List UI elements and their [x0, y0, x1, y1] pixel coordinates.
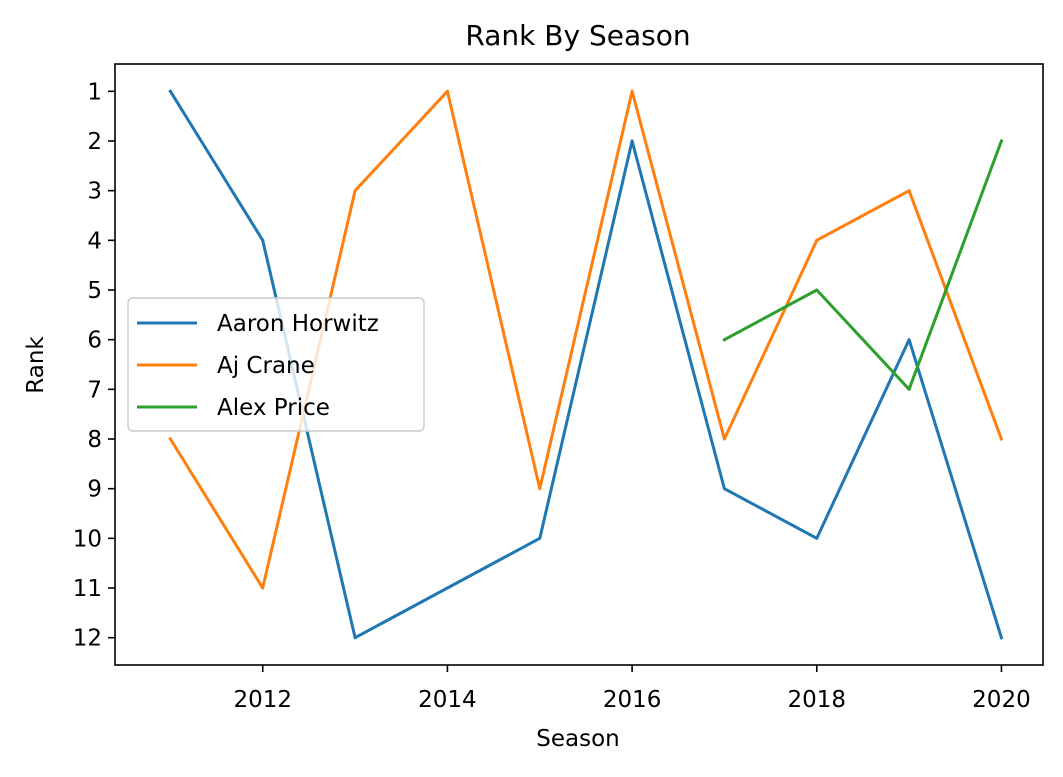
y-tick-label: 10	[73, 526, 102, 552]
x-tick-label: 2014	[418, 687, 477, 713]
x-tick-label: 2012	[233, 687, 292, 713]
plot-frame	[114, 63, 1044, 666]
y-tick-label: 5	[87, 278, 102, 304]
y-tick-label: 4	[87, 228, 102, 254]
series-0	[168, 89, 1004, 640]
legend-label: Alex Price	[217, 395, 330, 421]
data-point	[630, 139, 634, 143]
data-point	[907, 189, 911, 193]
y-tick-label: 1	[87, 79, 102, 105]
data-point	[815, 536, 819, 540]
legend-label: Aj Crane	[217, 353, 315, 379]
chart-title: Rank By Season	[465, 19, 690, 52]
legend-item: Aaron Horwitz	[137, 311, 379, 337]
x-tick-label: 2018	[787, 687, 846, 713]
data-point	[538, 536, 542, 540]
data-point	[815, 238, 819, 242]
x-tick-label: 2016	[603, 687, 662, 713]
data-point	[353, 636, 357, 640]
data-point	[722, 487, 726, 491]
y-tick-label: 6	[87, 328, 102, 354]
x-tick-label: 2020	[972, 687, 1031, 713]
data-point	[999, 139, 1003, 143]
data-point	[630, 89, 634, 93]
data-point	[261, 238, 265, 242]
data-point	[815, 288, 819, 292]
data-point	[722, 338, 726, 342]
data-point	[168, 89, 172, 93]
y-tick-label: 9	[87, 477, 102, 503]
data-point	[445, 586, 449, 590]
data-point	[538, 487, 542, 491]
data-point	[907, 338, 911, 342]
data-point	[353, 189, 357, 193]
series-2	[722, 139, 1004, 391]
data-point	[907, 387, 911, 391]
y-tick-label: 8	[87, 427, 102, 453]
data-point	[999, 636, 1003, 640]
data-point	[168, 437, 172, 441]
y-tick-label: 12	[73, 626, 102, 652]
y-axis-label: Rank	[23, 336, 49, 394]
y-tick-label: 2	[87, 129, 102, 155]
legend: Aaron Horwitz Aj Crane Alex Price	[127, 297, 425, 432]
legend-item: Alex Price	[137, 395, 330, 421]
legend-box	[127, 297, 425, 432]
data-point	[445, 89, 449, 93]
data-point	[261, 586, 265, 590]
data-point	[722, 437, 726, 441]
y-tick-label: 7	[87, 377, 102, 403]
y-tick-label: 11	[73, 576, 102, 602]
series-line	[722, 139, 1004, 391]
legend-item: Aj Crane	[137, 353, 315, 379]
legend-label: Aaron Horwitz	[217, 311, 379, 337]
series-line	[168, 89, 1004, 640]
y-tick-label: 3	[87, 179, 102, 205]
x-axis-label: Season	[536, 726, 619, 752]
x-axis: 2012 2014 2016 2018 2020	[233, 665, 1031, 713]
data-point	[999, 437, 1003, 441]
